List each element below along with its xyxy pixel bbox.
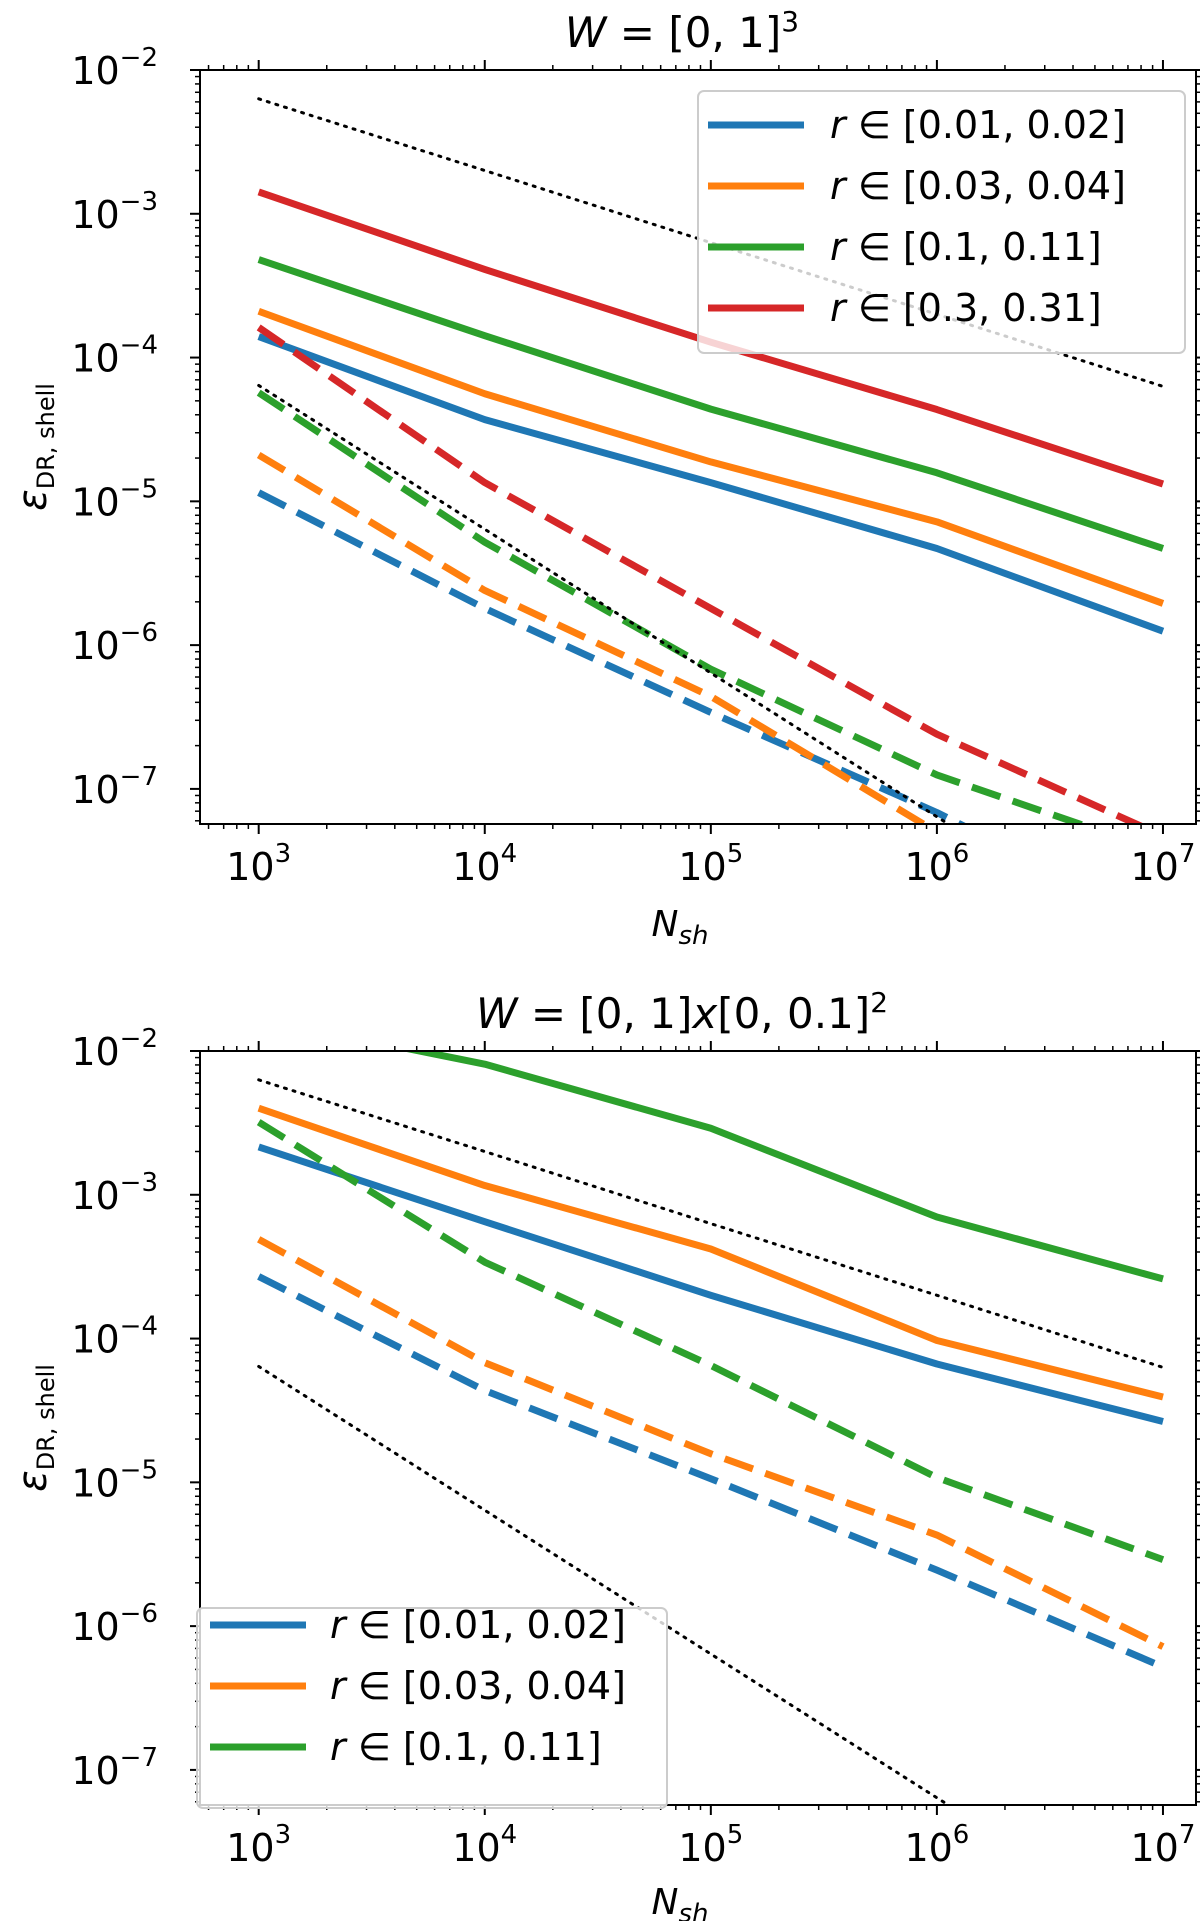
panel-bottom-x-tick-labels: 103 104 105 106 107 xyxy=(226,1820,1195,1870)
panel-top-series-blue-dashed xyxy=(257,489,968,824)
panel-top-y-tick-label: 10−6 xyxy=(71,618,158,668)
panel-top-y-tick-label: 10−2 xyxy=(71,43,158,93)
panel-top: W = [0, 1]3 103 104 105 106 107 10−7 10−6 10−5… xyxy=(10,5,1200,951)
panel-bottom-y-tick-label: 10−4 xyxy=(71,1312,158,1362)
panel-top-legend-box xyxy=(697,90,1186,354)
panel-top-y-tick-label: 10−4 xyxy=(71,331,158,381)
panel-top-legend-label-blue: r ∈ [0.01, 0.02] xyxy=(830,103,1126,147)
panel-bottom-series-blue-solid xyxy=(257,1143,1164,1425)
panel-top-series-red-dashed xyxy=(256,324,1145,824)
panel-bottom-x-tick-label: 103 xyxy=(226,1820,291,1870)
panel-bottom-series-blue-dashed xyxy=(257,1273,1165,1671)
panel-bottom-title: W = [0, 1]x[0, 0.1]2 xyxy=(476,986,888,1038)
panel-top-series-green-dashed xyxy=(256,389,1091,824)
panel-top-y-tick-labels: 10−7 10−6 10−5 10−4 10−3 10−2 xyxy=(71,43,158,812)
panel-bottom-legend-label-blue: r ∈ [0.01, 0.02] xyxy=(330,1603,626,1647)
panel-top-legend-label-red: r ∈ [0.3, 0.31] xyxy=(830,286,1102,330)
panel-bottom-series-orange-dashed xyxy=(257,1236,1165,1650)
panel-bottom: W = [0, 1]x[0, 0.1]2 103 104 105 106 107 10−… xyxy=(10,986,1200,1921)
panel-top-x-tick-label: 103 xyxy=(226,839,291,889)
panel-bottom-x-tick-label: 106 xyxy=(904,1820,969,1870)
panel-bottom-legend: r ∈ [0.01, 0.02] r ∈ [0.03, 0.04] r ∈ [0… xyxy=(196,1603,668,1809)
panel-bottom-x-tick-label: 104 xyxy=(452,1820,517,1870)
panel-bottom-series-black-dotted xyxy=(257,1364,952,1805)
panel-bottom-x-axis-label: Nsh xyxy=(652,1882,709,1921)
panel-bottom-y-tick-labels: 10−7 10−6 10−5 10−4 10−3 10−2 xyxy=(71,1024,158,1793)
panel-top-y-tick-label: 10−3 xyxy=(71,187,158,237)
panel-bottom-series-group xyxy=(256,1051,1165,1805)
panel-top-series-orange-dashed xyxy=(256,452,931,824)
panel-top-x-tick-label: 107 xyxy=(1131,839,1196,889)
panel-bottom-series-orange-solid xyxy=(257,1104,1164,1401)
panel-bottom-legend-label-green: r ∈ [0.1, 0.11] xyxy=(330,1725,602,1769)
panel-top-legend-label-orange: r ∈ [0.03, 0.04] xyxy=(830,164,1126,208)
panel-top-series-black-dotted xyxy=(257,383,952,824)
panel-top-axes-frame xyxy=(199,69,1197,825)
panel-top-x-tick-label: 104 xyxy=(452,839,517,889)
panel-bottom-y-axis-label: εDR, shell xyxy=(10,1364,60,1492)
panel-bottom-y-tick-label: 10−6 xyxy=(71,1599,158,1649)
panel-top-x-tick-label: 105 xyxy=(678,839,743,889)
panel-top-series-blue-solid xyxy=(257,333,1165,635)
panel-top-x-axis-label: Nsh xyxy=(652,904,709,951)
panel-bottom-series-black-dotted xyxy=(257,1078,1165,1369)
panel-bottom-legend-label-orange: r ∈ [0.03, 0.04] xyxy=(330,1664,626,1708)
panel-top-y-tick-label: 10−7 xyxy=(71,762,158,812)
panel-top-legend: r ∈ [0.01, 0.02] r ∈ [0.03, 0.04] r ∈ [0… xyxy=(697,90,1186,354)
panel-bottom-y-tick-label: 10−2 xyxy=(71,1024,158,1074)
panel-bottom-y-tick-label: 10−7 xyxy=(71,1743,158,1793)
panel-top-series-green-solid xyxy=(257,256,1165,552)
panel-bottom-axes-frame xyxy=(199,1050,1197,1806)
panel-bottom-x-tick-label: 107 xyxy=(1131,1820,1196,1870)
panel-top-x-tick-label: 106 xyxy=(904,839,969,889)
panel-bottom-y-tick-label: 10−5 xyxy=(71,1455,158,1505)
panel-top-series-orange-solid xyxy=(257,307,1165,607)
panel-bottom-x-tick-label: 105 xyxy=(678,1820,743,1870)
panel-bottom-series-green-solid xyxy=(401,1051,1164,1283)
panel-bottom-legend-box xyxy=(196,1607,668,1809)
panel-bottom-series-green-dashed xyxy=(256,1119,1165,1563)
panel-top-title: W = [0, 1]3 xyxy=(565,5,799,57)
panel-top-legend-label-green: r ∈ [0.1, 0.11] xyxy=(830,225,1102,269)
panel-top-y-tick-label: 10−5 xyxy=(71,474,158,524)
panel-top-y-axis-label: εDR, shell xyxy=(10,383,60,511)
panel-bottom-y-tick-label: 10−3 xyxy=(71,1168,158,1218)
panel-top-x-tick-labels: 103 104 105 106 107 xyxy=(226,839,1195,889)
